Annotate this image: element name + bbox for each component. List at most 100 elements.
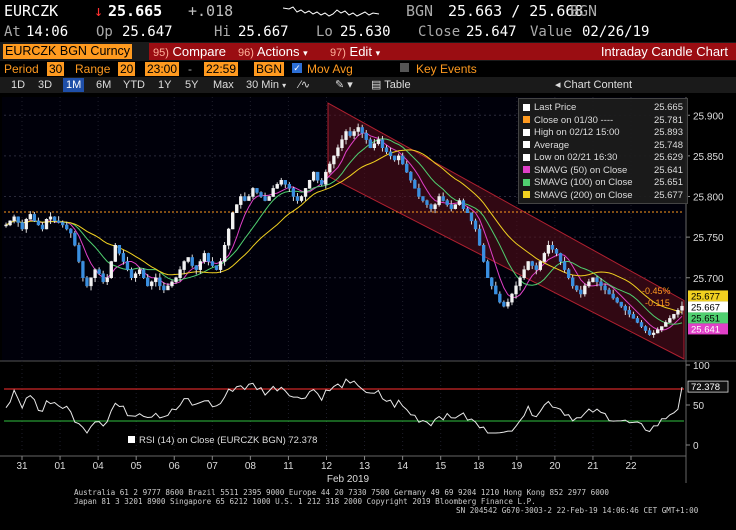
candle-body (558, 253, 563, 262)
legend-item[interactable]: Low on 02/21 16:30 25.629 (523, 152, 683, 163)
candle-body (607, 289, 611, 295)
range-input[interactable]: 20 (118, 62, 136, 76)
candle-body (299, 196, 304, 201)
candles (4, 123, 684, 338)
legend-item[interactable]: SMAVG (100) on Close 25.651 (523, 177, 683, 188)
candle (8, 220, 12, 227)
candle-body (16, 216, 20, 223)
tab-1m[interactable]: 1M (63, 78, 85, 92)
tab-3d[interactable]: 3D (38, 79, 53, 91)
line-chart-icon[interactable]: ⁄∿ (299, 79, 311, 91)
legend-item[interactable]: SMAVG (50) on Close 25.641 (523, 165, 683, 176)
candle (372, 138, 377, 151)
candle-body (360, 127, 364, 134)
abs-change-annotation: -0.115 (645, 298, 670, 308)
actions-button[interactable]: 96) Actions ▾ (234, 43, 328, 60)
legend-swatch (523, 128, 530, 136)
candle (360, 124, 364, 138)
candle (603, 283, 607, 295)
legend-item[interactable]: Average 25.748 (523, 140, 683, 151)
tab-6m[interactable]: 6M (96, 79, 112, 91)
sma200-value-label-bg (688, 290, 728, 302)
rsi-tick-label-1: 50 (693, 401, 705, 412)
candle-body (372, 143, 377, 148)
period-input[interactable]: 30 (47, 62, 65, 76)
candle-body (425, 200, 429, 205)
candle (457, 198, 462, 206)
tab-5y[interactable]: 5Y (185, 79, 199, 91)
tab-ytd[interactable]: YTD (123, 79, 145, 91)
start-time-input[interactable]: 23:00 (145, 62, 180, 76)
candle-body (668, 318, 672, 323)
candle-body (603, 285, 607, 291)
candle (316, 171, 320, 184)
candle (526, 261, 530, 271)
candle-body (421, 196, 425, 201)
candle-body (384, 147, 389, 153)
candle-body (546, 245, 551, 254)
candle (660, 326, 664, 333)
candle (562, 256, 567, 273)
candle (20, 219, 24, 232)
candle (506, 298, 510, 309)
candle (595, 275, 599, 287)
candle-body (647, 330, 652, 335)
candle (441, 192, 445, 202)
candle (271, 185, 275, 197)
candle-body (530, 261, 534, 266)
candle-body (352, 131, 356, 136)
actions-num: 96) (238, 47, 254, 59)
candle-body (251, 188, 255, 197)
security-field[interactable]: EURCZK BGN Curncy (3, 44, 133, 59)
candle (680, 301, 684, 315)
candle-body (174, 277, 178, 283)
candle-body (324, 171, 328, 185)
compare-label: Compare (172, 44, 226, 59)
tab-1y[interactable]: 1Y (158, 79, 172, 91)
legend-item[interactable]: Last Price 25.665 (523, 102, 683, 113)
mov-avg-checkbox[interactable]: ✓ (292, 63, 302, 73)
candle-body (477, 228, 482, 246)
candle (619, 301, 623, 308)
key-events-checkbox[interactable] (400, 63, 409, 72)
rsi-value-label: 72.378 (691, 382, 720, 393)
chart-content-button[interactable]: ◂ Chart Content (552, 78, 635, 92)
candle (469, 212, 474, 225)
tab-max[interactable]: Max (213, 79, 234, 91)
candle (275, 182, 279, 189)
legend-item[interactable]: Close on 01/30 ---- 25.781 (523, 115, 683, 126)
legend-label: SMAVG (50) on Close (534, 164, 628, 176)
candle (518, 275, 522, 291)
candle-body (429, 204, 433, 209)
edit-chevron-icon: ▾ (375, 48, 381, 58)
chart-legend[interactable]: Last Price 25.665 Close on 01/30 ---- 25.78… (518, 98, 688, 204)
candle (235, 204, 239, 213)
candle (486, 259, 490, 278)
candle-body (486, 261, 490, 278)
sma50-value-label-bg (688, 323, 728, 335)
candle (186, 257, 190, 264)
draw-icon[interactable]: ✎ ▾ (335, 79, 353, 91)
interval-select[interactable]: 30 Min ▾ (243, 78, 289, 92)
candle (283, 180, 287, 188)
legend-item[interactable]: SMAVG (200) on Close 25.677 (523, 190, 683, 201)
candle (546, 240, 551, 257)
candle-body (158, 277, 162, 287)
source-input[interactable]: BGN (254, 62, 285, 76)
candle-body (89, 277, 93, 287)
ytick-label-2: 25.800 (693, 193, 724, 204)
candle-body (473, 220, 478, 230)
compare-button[interactable]: 95) Compare (149, 43, 237, 60)
candle (417, 183, 421, 200)
end-time-input[interactable]: 22:59 (204, 62, 239, 76)
edit-button[interactable]: 97) Edit ▾ (326, 43, 394, 60)
legend-item[interactable]: High on 02/12 15:00 25.893 (523, 127, 683, 138)
table-button[interactable]: ▤ Table (368, 78, 414, 92)
tab-1d[interactable]: 1D (11, 79, 26, 91)
candle (81, 260, 85, 282)
candle-body (267, 196, 271, 201)
candle-body (635, 318, 640, 323)
legend-value: 25.677 (653, 189, 683, 201)
candle-body (392, 155, 397, 161)
candle (133, 271, 138, 282)
